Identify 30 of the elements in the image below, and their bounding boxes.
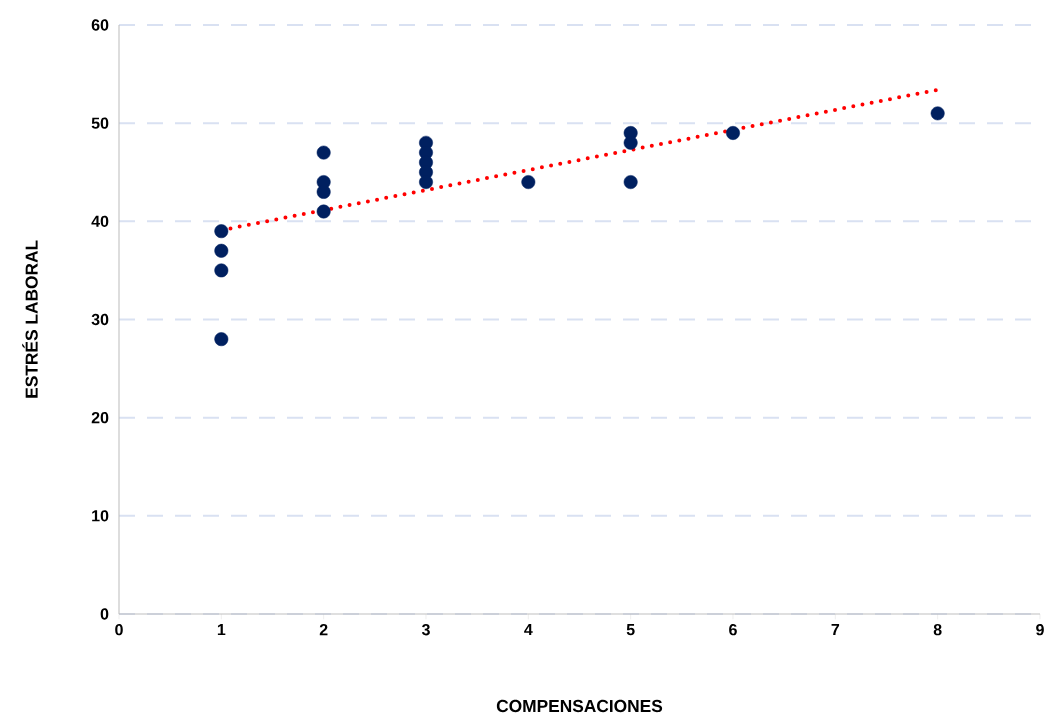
y-tick-label: 0	[100, 608, 109, 620]
point	[623, 175, 638, 190]
y-tick-label: 30	[91, 313, 109, 326]
y-tick-label: 60	[91, 19, 109, 31]
x-tick-label: 4	[524, 624, 533, 636]
y-tick-label: 10	[92, 510, 109, 522]
point	[726, 126, 740, 140]
point	[316, 145, 331, 160]
x-tick-label: 9	[1036, 624, 1044, 636]
point	[316, 204, 331, 219]
point	[930, 106, 945, 121]
x-tick-label: 8	[933, 624, 942, 636]
x-tick-label: 0	[115, 624, 123, 636]
y-tick-label: 40	[91, 215, 109, 227]
x-tick-label: 5	[626, 624, 635, 636]
x-axis-title: COMPENSACIONES	[496, 699, 663, 713]
y-tick-label: 50	[91, 117, 109, 129]
point	[214, 332, 229, 347]
y-axis-title: ESTRÉS LABORAL	[22, 240, 38, 398]
x-tick-label: 2	[319, 624, 328, 636]
point	[214, 243, 229, 258]
x-tick-label: 7	[831, 624, 840, 636]
x-tick-label: 1	[217, 624, 226, 636]
x-tick-label: 6	[729, 624, 737, 636]
point	[521, 175, 536, 190]
point	[214, 224, 229, 239]
point	[214, 263, 229, 278]
x-tick-label: 3	[421, 624, 430, 636]
y-tick-label: 20	[91, 412, 109, 424]
point	[419, 175, 433, 190]
